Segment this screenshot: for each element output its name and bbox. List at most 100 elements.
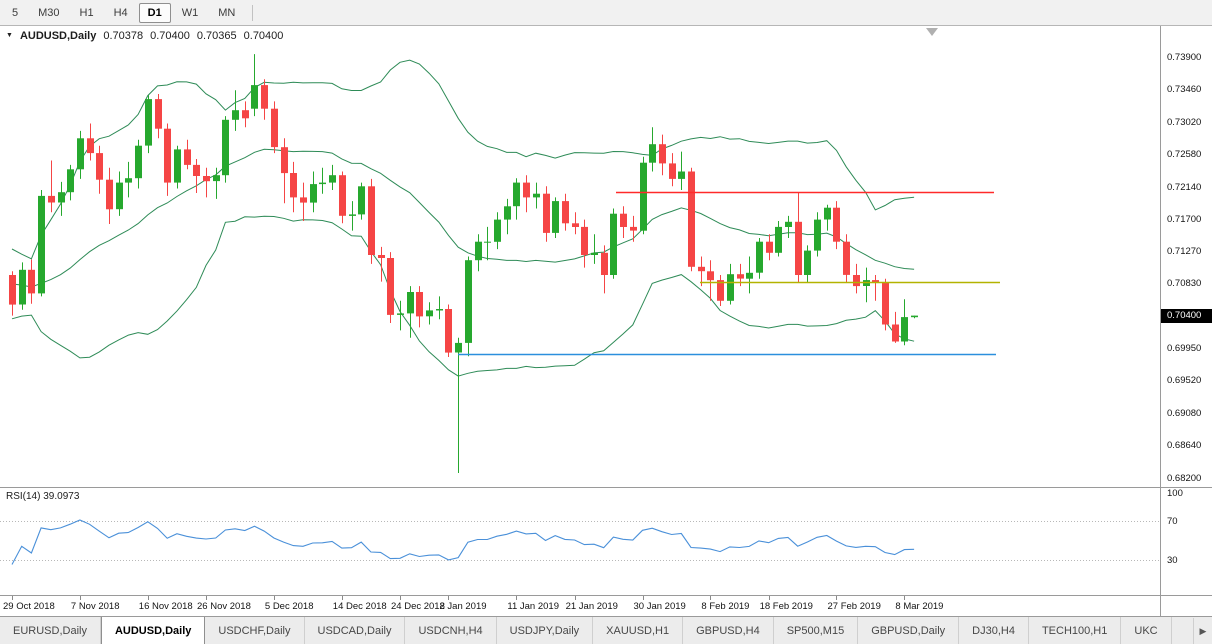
- candle-body: [766, 241, 773, 253]
- bollinger-middle-band: [11, 148, 915, 288]
- candle-body: [87, 138, 94, 154]
- candle-body: [610, 213, 617, 275]
- candle-body: [814, 219, 821, 251]
- timeframe-button-5[interactable]: 5: [12, 6, 19, 19]
- candle-body: [630, 226, 637, 231]
- date-axis-label: 26 Nov 2018: [197, 601, 251, 612]
- candle-body: [455, 342, 462, 353]
- candle-body: [310, 184, 317, 203]
- timeframe-button-w1[interactable]: W1: [181, 6, 199, 19]
- price-axis-label: 0.73020: [1167, 116, 1202, 128]
- date-tick: [904, 596, 905, 600]
- candle-body: [717, 280, 724, 301]
- price-axis-label: 0.73460: [1167, 84, 1202, 96]
- candle-body: [581, 226, 588, 255]
- tab-gbpusd-daily[interactable]: GBPUSD,Daily: [858, 617, 960, 644]
- tab-gbpusd-h4[interactable]: GBPUSD,H4: [683, 617, 774, 644]
- candle-body: [67, 169, 74, 193]
- candle-body: [678, 171, 685, 179]
- symbol-marker-icon: ▼: [6, 32, 13, 39]
- candle-body: [892, 324, 899, 342]
- price-chart-canvas[interactable]: [0, 26, 1160, 487]
- timeframe-button-m30[interactable]: M30: [38, 6, 60, 19]
- rsi-axis-label: 100: [1167, 488, 1183, 499]
- tab-sp500-m15[interactable]: SP500,M15: [774, 617, 859, 644]
- price-axis[interactable]: 0.70400 0.73900 0.73460 0.73020 0.72580 0.72…: [1160, 26, 1212, 487]
- candle-body: [300, 197, 307, 203]
- timeframe-button-mn[interactable]: MN: [218, 6, 236, 19]
- candle-body: [242, 110, 249, 119]
- chart-title: ▼ AUDUSD,Daily 0.70378 0.70400 0.70365 0…: [6, 30, 283, 42]
- rsi-axis-label: 30: [1167, 555, 1178, 567]
- price-axis-label: 0.69080: [1167, 407, 1202, 419]
- chart-shift-marker[interactable]: [926, 28, 938, 36]
- candle-body: [640, 162, 647, 231]
- date-tick: [710, 596, 711, 600]
- candle-body: [164, 128, 171, 183]
- candle-body: [58, 192, 65, 203]
- candle-body: [659, 144, 666, 164]
- candle-body: [649, 144, 656, 163]
- timeframe-toolbar: 5 M30 H1 H4 D1 W1 MN: [0, 0, 1212, 26]
- candle-body: [872, 280, 879, 283]
- candle-body: [339, 175, 346, 216]
- candle-body: [9, 275, 16, 305]
- candle-body: [184, 149, 191, 165]
- candle-body: [213, 175, 220, 182]
- date-tick: [643, 596, 644, 600]
- tab-usdcad-daily[interactable]: USDCAD,Daily: [305, 617, 406, 644]
- tab-usdjpy-daily[interactable]: USDJPY,Daily: [497, 617, 594, 644]
- date-axis[interactable]: 29 Oct 2018 7 Nov 2018 16 Nov 2018 26 Nov 2…: [0, 595, 1212, 616]
- candle-body: [426, 310, 433, 317]
- chart-area[interactable]: ▼ AUDUSD,Daily 0.70378 0.70400 0.70365 0…: [0, 26, 1212, 487]
- chart-tabs-bar: EURUSD,Daily AUDUSD,Daily USDCHF,Daily USDC…: [0, 616, 1212, 644]
- date-axis-label: 5 Dec 2018: [264, 601, 314, 612]
- tab-xauusd-h1[interactable]: XAUUSD,H1: [593, 617, 684, 644]
- tab-usdcnh-h4[interactable]: USDCNH,H4: [405, 617, 497, 644]
- date-tick: [206, 596, 207, 600]
- candle-body: [523, 182, 530, 198]
- candle-body: [96, 153, 103, 180]
- candle-body: [387, 258, 394, 315]
- rsi-pane[interactable]: RSI(14) 39.0973 100 70 30: [0, 487, 1212, 595]
- candle-body: [19, 269, 26, 305]
- candle-body: [416, 292, 423, 317]
- tab-dj30-h4[interactable]: DJ30,H4: [959, 617, 1029, 644]
- candle-body: [494, 219, 501, 242]
- tab-ukc[interactable]: UKC: [1121, 617, 1172, 644]
- chart-symbol-label: AUDUSD,Daily: [19, 30, 97, 42]
- candle-body: [562, 201, 569, 224]
- chart-open-value: 0.70378: [103, 30, 144, 42]
- candle-body: [543, 193, 550, 233]
- candle-body: [475, 241, 482, 261]
- price-axis-label: 0.71270: [1167, 245, 1202, 257]
- date-tick: [274, 596, 275, 600]
- rsi-line: [11, 519, 915, 565]
- timeframe-button-h1[interactable]: H1: [79, 6, 94, 19]
- candle-body: [155, 99, 162, 129]
- price-axis-label: 0.68640: [1167, 440, 1202, 452]
- tab-tech100-h1[interactable]: TECH100,H1: [1029, 617, 1122, 644]
- tab-scroll-right-button[interactable]: ▶: [1193, 618, 1212, 644]
- candle-body: [824, 207, 831, 220]
- candle-body: [145, 99, 152, 146]
- candle-body: [222, 119, 229, 176]
- bollinger-lower-band: [11, 215, 915, 377]
- timeframe-button-h4[interactable]: H4: [113, 6, 128, 19]
- tab-usdchf-daily[interactable]: USDCHF,Daily: [205, 617, 305, 644]
- candle-body: [251, 85, 258, 109]
- candle-body: [329, 175, 336, 183]
- candle-body: [601, 252, 608, 275]
- candle-body: [193, 164, 200, 176]
- candle-body: [436, 309, 443, 311]
- rsi-axis-label: 70: [1167, 515, 1178, 527]
- timeframe-button-d1[interactable]: D1: [138, 2, 171, 23]
- price-axis-label: 0.71700: [1167, 214, 1202, 226]
- candle-body: [688, 171, 695, 267]
- tab-eurusd-daily[interactable]: EURUSD,Daily: [0, 617, 101, 644]
- candle-body: [407, 292, 414, 314]
- candle-body: [106, 179, 113, 210]
- rsi-canvas[interactable]: [0, 488, 1160, 595]
- tab-audusd-daily[interactable]: AUDUSD,Daily: [100, 617, 206, 644]
- date-axis-label: 21 Jan 2019: [565, 601, 618, 612]
